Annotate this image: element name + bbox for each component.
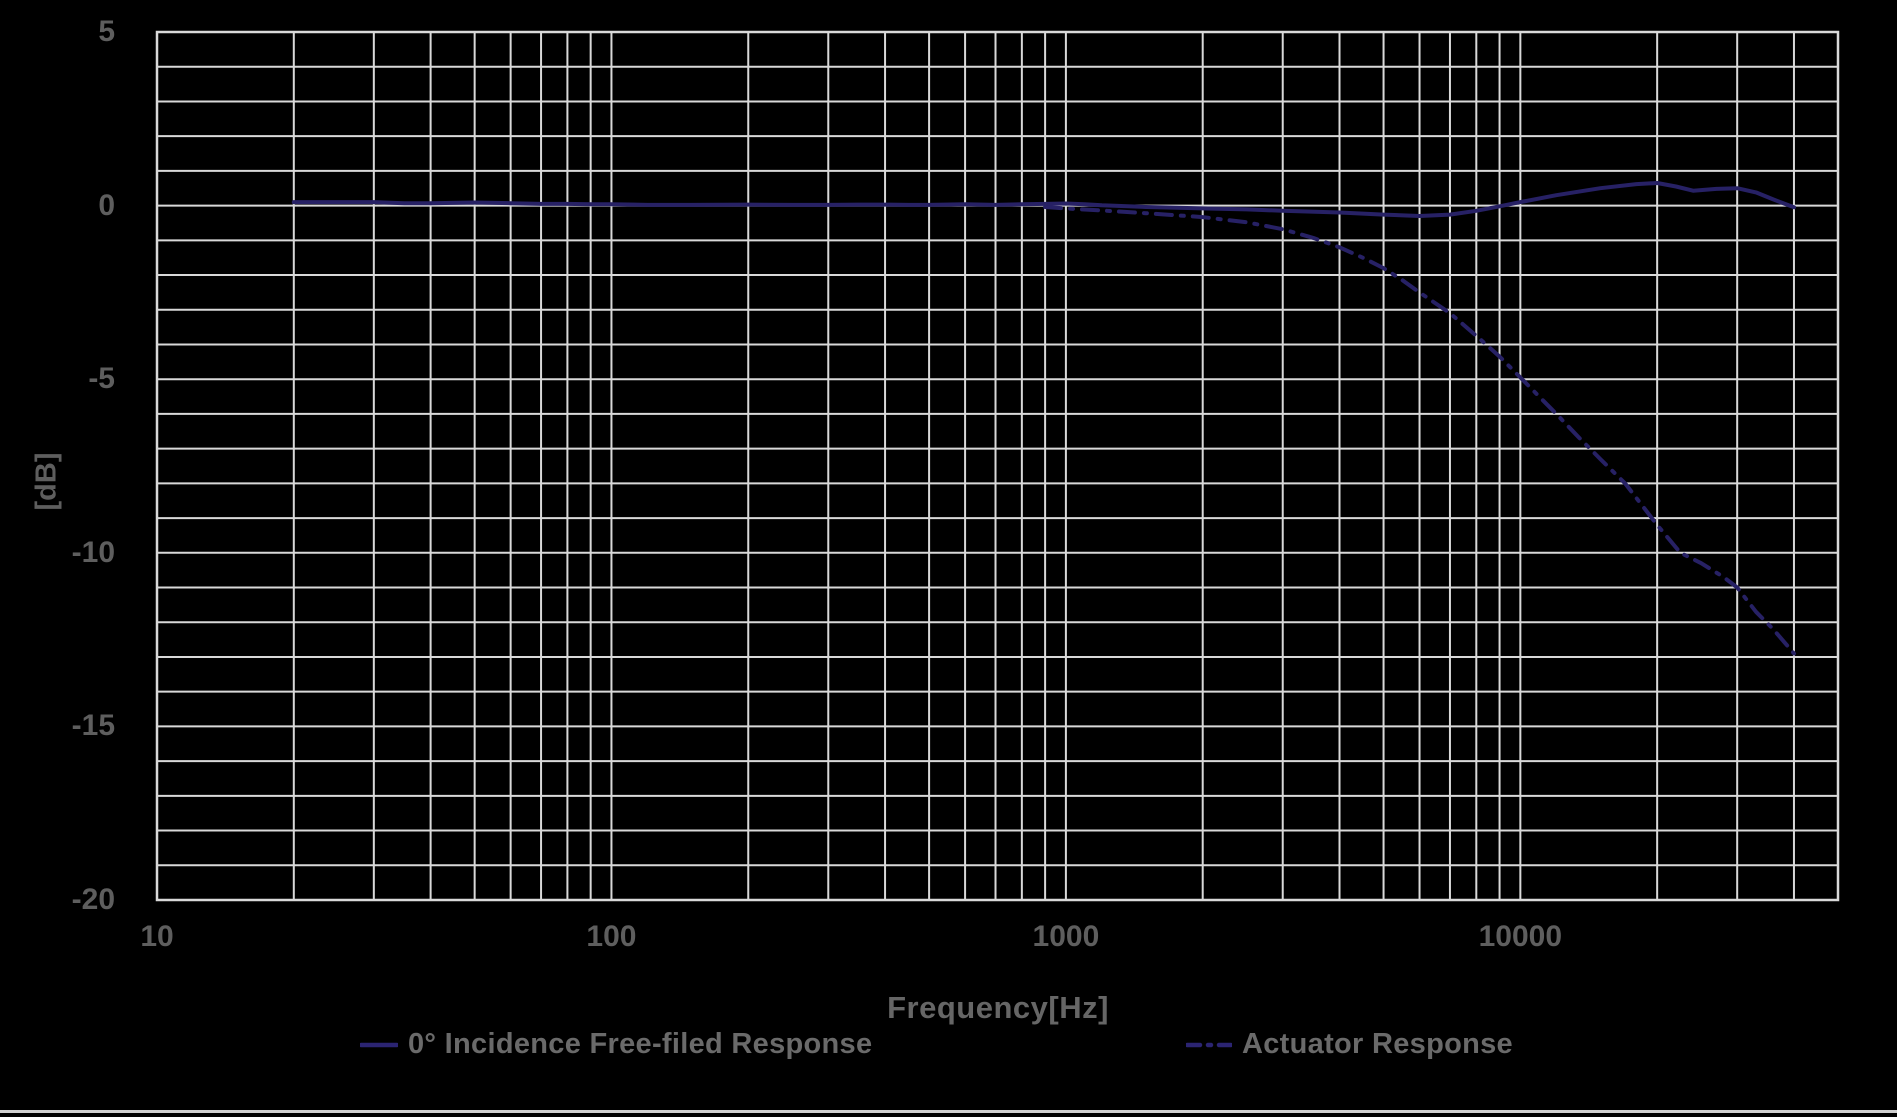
legend-item-actuator: Actuator Response [1186,1028,1513,1061]
x-tick-label: 10 [140,920,174,953]
grid-lines [156,31,1839,901]
x-tick-label: 1000 [1032,920,1100,953]
plot-border [155,30,1840,902]
x-axis-title: Frequency[Hz] [887,990,1109,1025]
legend-label-free-field: 0° Incidence Free-filed Response [408,1028,873,1060]
x-tick-label: 10000 [1478,920,1563,953]
series-curves [291,181,1796,656]
solid-line-swatch-icon [360,1042,398,1047]
y-tick-label: 0 [98,188,115,222]
dash-dot-line-swatch-icon [1186,1042,1232,1047]
series-line-actuator [1043,205,1796,656]
y-tick-label: -10 [71,535,115,569]
bottom-window-edge [0,1110,1897,1113]
y-axis-title: [dB] [30,452,63,511]
legend-item-free-field: 0° Incidence Free-filed Response [360,1028,872,1061]
y-tick-label: -20 [71,883,115,916]
x-tick-label: 100 [586,920,637,953]
series-line-free-field [291,181,1796,218]
y-tick-label: -15 [71,709,115,743]
y-tick-label: 5 [98,15,115,48]
y-tick-label: -5 [88,362,115,396]
legend-label-actuator: Actuator Response [1242,1028,1513,1060]
